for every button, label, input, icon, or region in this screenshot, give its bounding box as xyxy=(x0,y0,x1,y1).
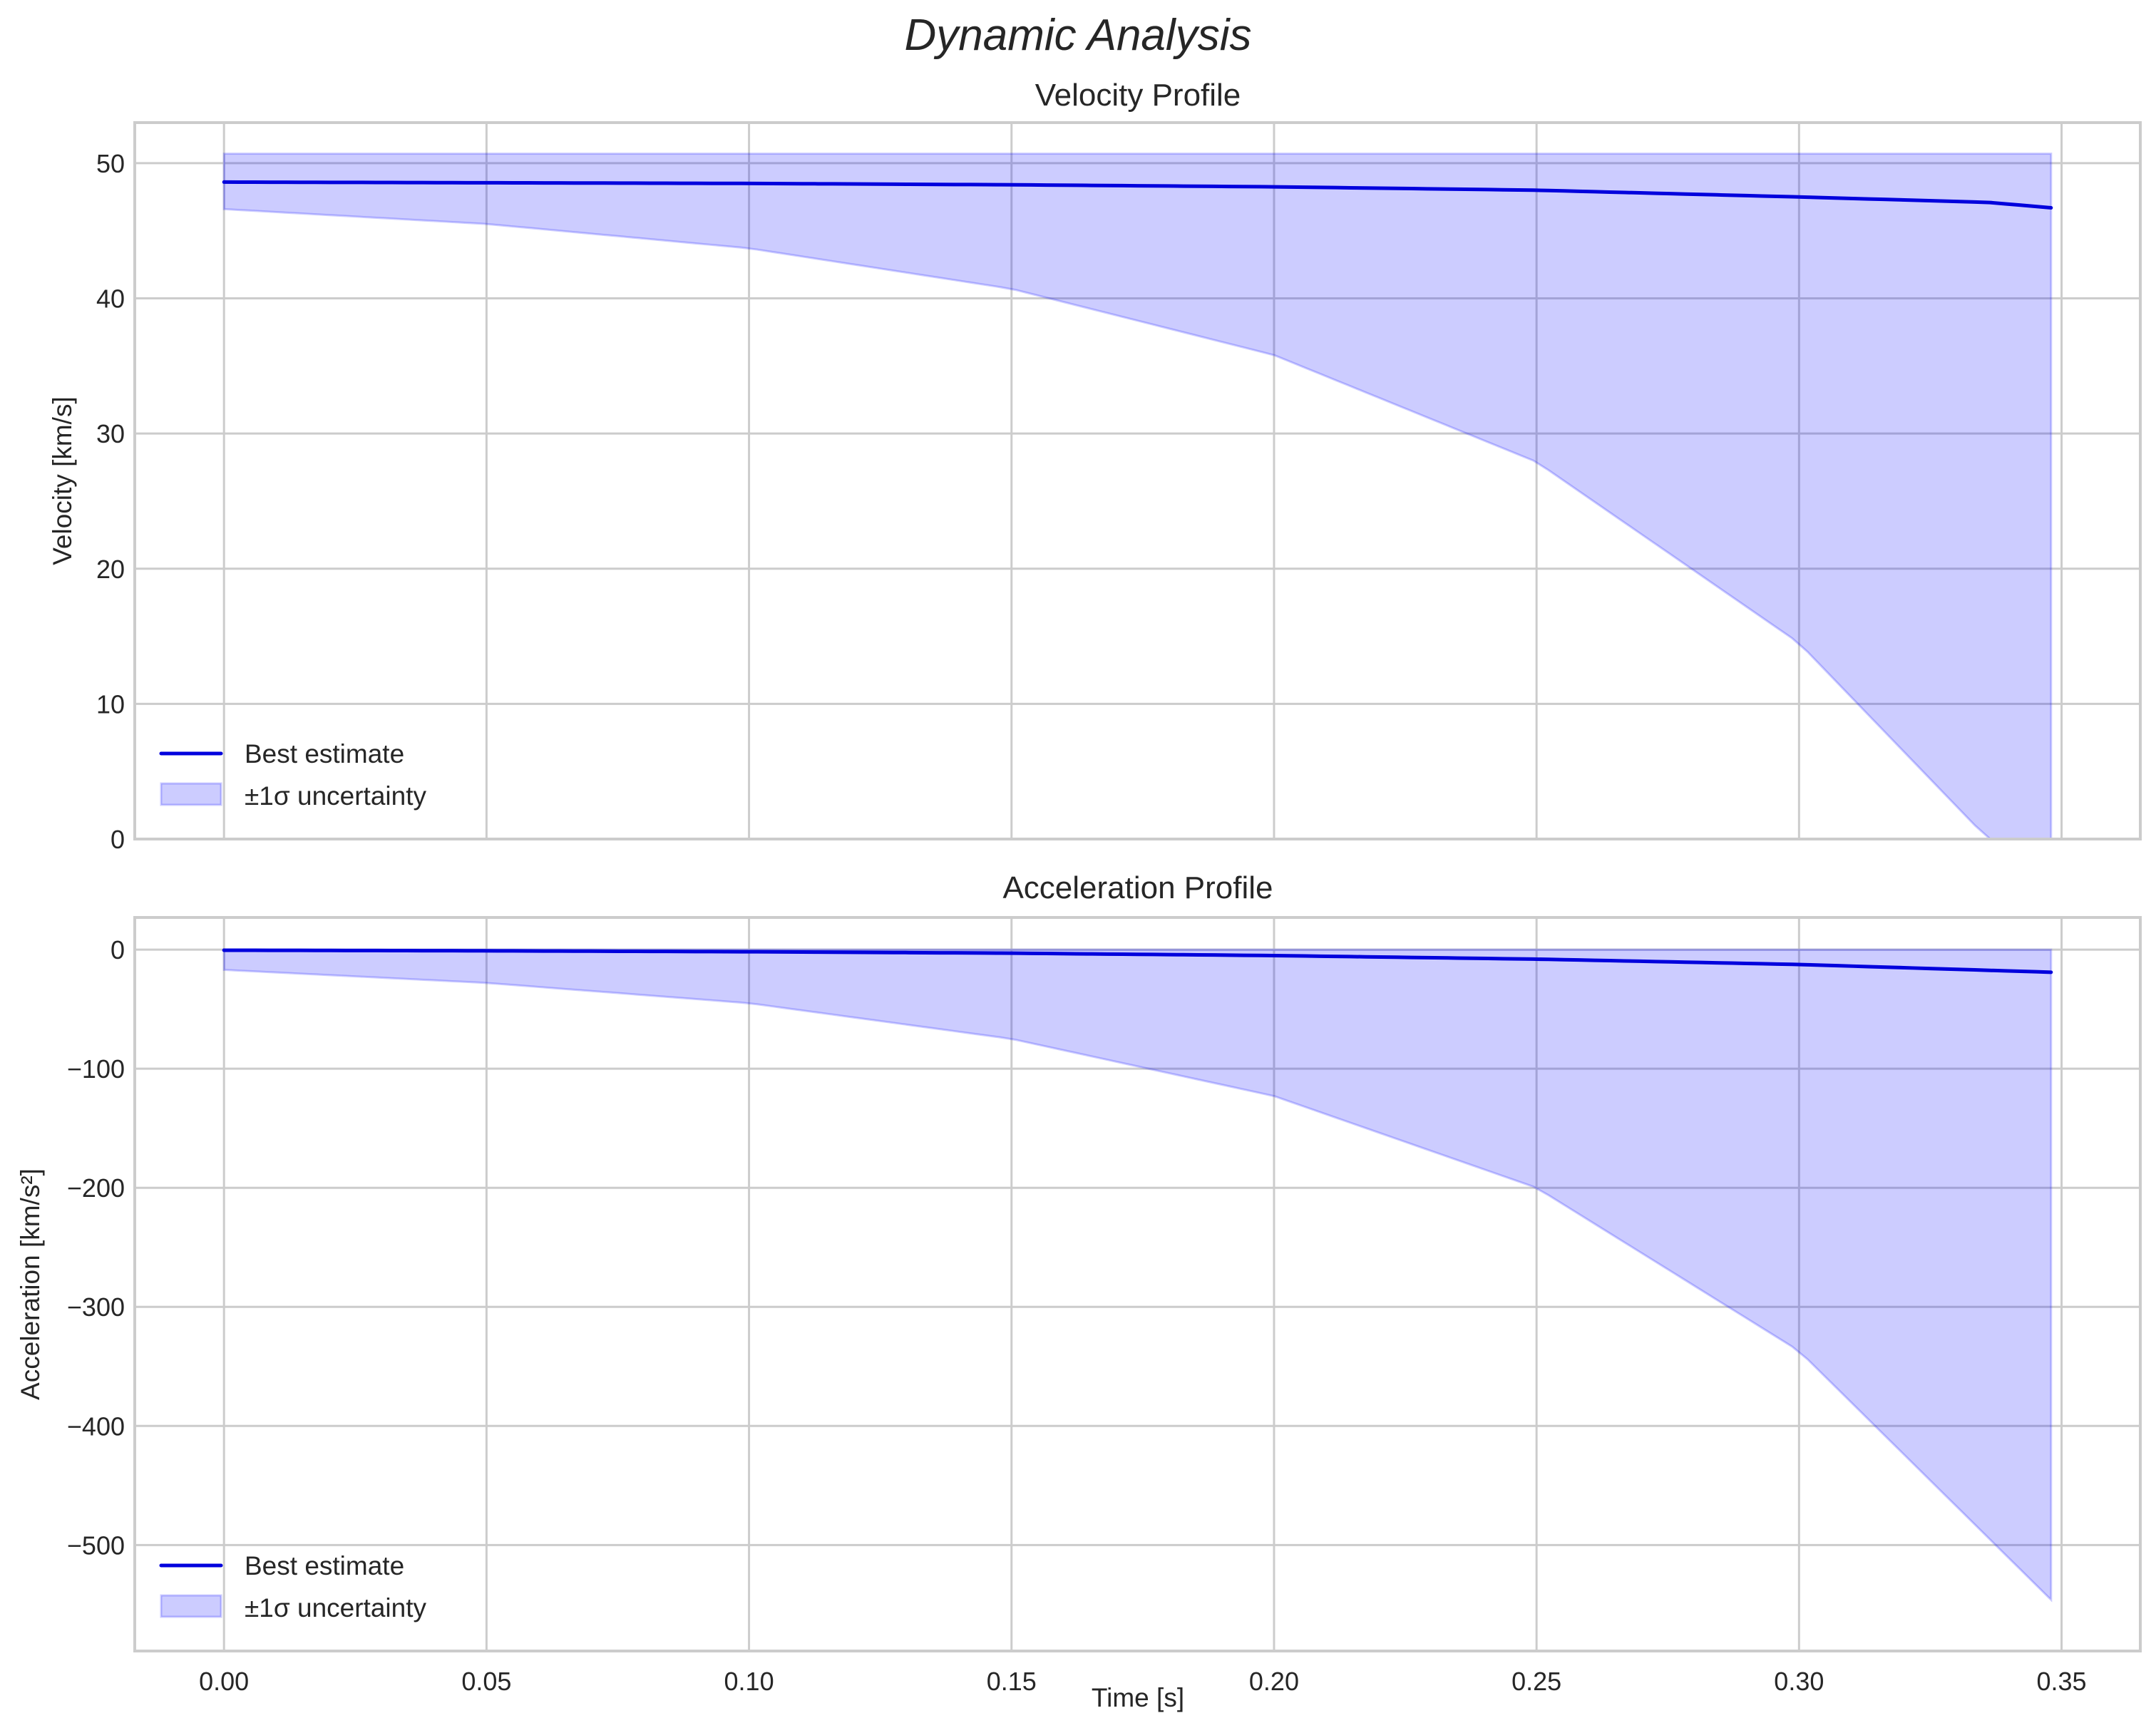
legend-label-best-estimate: Best estimate xyxy=(245,1551,404,1580)
acceleration-best-estimate-line xyxy=(222,948,2053,974)
legend-band-swatch xyxy=(160,782,222,806)
y-tick-label: −200 xyxy=(67,1173,125,1203)
velocity-legend: Best estimate ±1σ uncertainty xyxy=(159,739,426,811)
x-tick-label: 0.05 xyxy=(461,1667,511,1696)
y-tick-label: 50 xyxy=(96,149,125,178)
y-tick-label: 0 xyxy=(111,825,125,854)
x-tick-label: 0.25 xyxy=(1511,1667,1561,1696)
y-tick-label: 30 xyxy=(96,419,125,448)
acceleration-chart: Acceleration Profile 0 −100 −200 −300 −400 −5… xyxy=(16,870,2142,1712)
y-tick-label: −500 xyxy=(67,1531,125,1560)
time-x-axis-label: Time [s] xyxy=(1092,1683,1184,1712)
y-tick-label: 20 xyxy=(96,555,125,584)
acceleration-gridlines xyxy=(135,917,2140,1651)
velocity-chart-title: Velocity Profile xyxy=(1035,78,1241,113)
velocity-best-estimate-line xyxy=(222,180,2053,210)
x-tick-label: 0.10 xyxy=(724,1667,774,1696)
acceleration-axes-frame xyxy=(133,916,2142,1652)
velocity-y-axis-label: Velocity [km/s] xyxy=(48,396,77,565)
y-tick-label: −300 xyxy=(67,1292,125,1322)
y-tick-label: 10 xyxy=(96,689,125,719)
legend-label-uncertainty: ±1σ uncertainty xyxy=(245,1593,426,1622)
velocity-gridlines xyxy=(135,123,2140,840)
velocity-chart: Velocity Profile 0 10 20 30 40 50 Velocity [k… xyxy=(48,78,2142,854)
time-x-ticks: 0.00 0.05 0.10 0.15 0.20 0.25 0.30 0.35 xyxy=(199,1667,2086,1696)
y-tick-label: −400 xyxy=(67,1411,125,1441)
acceleration-chart-title: Acceleration Profile xyxy=(1002,870,1273,905)
acceleration-y-axis-label: Acceleration [km/s²] xyxy=(16,1168,45,1400)
figure-title: Dynamic Analysis xyxy=(905,11,1252,60)
y-tick-label: −100 xyxy=(67,1054,125,1084)
x-tick-label: 0.35 xyxy=(2037,1667,2087,1696)
velocity-axes-frame xyxy=(133,121,2142,840)
x-tick-label: 0.30 xyxy=(1774,1667,1824,1696)
velocity-y-ticks: 0 10 20 30 40 50 xyxy=(96,149,125,854)
acceleration-y-ticks: 0 −100 −200 −300 −400 −500 xyxy=(67,935,125,1560)
legend-label-uncertainty: ±1σ uncertainty xyxy=(245,781,426,811)
acceleration-uncertainty-band xyxy=(222,948,2053,1603)
y-tick-label: 40 xyxy=(96,284,125,314)
velocity-uncertainty-band xyxy=(222,153,2053,840)
x-tick-label: 0.15 xyxy=(987,1667,1037,1696)
x-tick-label: 0.20 xyxy=(1249,1667,1299,1696)
legend-label-best-estimate: Best estimate xyxy=(245,739,404,768)
acceleration-legend: Best estimate ±1σ uncertainty xyxy=(159,1551,426,1622)
legend-band-swatch xyxy=(160,1594,222,1618)
x-tick-label: 0.00 xyxy=(199,1667,249,1696)
y-tick-label: 0 xyxy=(111,935,125,965)
